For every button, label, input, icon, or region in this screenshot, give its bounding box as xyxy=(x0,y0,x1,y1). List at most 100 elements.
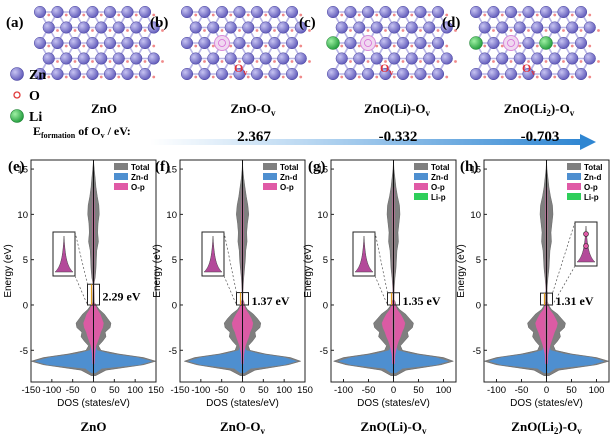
inset-connector xyxy=(223,275,237,306)
zn-atom-icon xyxy=(522,67,535,81)
band-gap-box xyxy=(540,292,553,306)
o-atom-icon xyxy=(143,29,147,32)
o-atom-icon xyxy=(509,29,513,32)
band-gap-value: 2.29 eV xyxy=(103,290,141,304)
o-atom-icon xyxy=(570,75,574,79)
o-atom-icon xyxy=(91,29,94,32)
zn-atom-icon xyxy=(423,52,436,65)
zn-atom-icon xyxy=(121,36,134,50)
o-atom-icon xyxy=(562,60,565,63)
o-atom-icon xyxy=(410,13,414,17)
o-atom-icon xyxy=(203,60,206,63)
zn-atom-icon xyxy=(504,67,518,81)
zn-atom-icon xyxy=(103,5,117,19)
zn-atom-icon xyxy=(250,5,264,19)
band-gap-value: 1.31 eV xyxy=(556,294,594,308)
o-atom-icon xyxy=(229,13,233,17)
y-tick-label: 0 xyxy=(172,300,177,311)
zn-atom-icon xyxy=(344,36,357,50)
x-tick-label: 0 xyxy=(91,385,96,396)
inset-state-marker xyxy=(583,231,589,237)
o-atom-icon xyxy=(152,75,156,79)
o-atom-icon xyxy=(483,13,487,17)
y-tick-label: -5 xyxy=(20,346,28,357)
caption-znoli2-ov: ZnO(Li2)-Ov xyxy=(504,101,575,118)
legend-swatch-o-p xyxy=(114,183,128,190)
zn-atom-icon xyxy=(130,52,143,65)
zn-atom-icon xyxy=(294,52,307,65)
zn-atom-icon xyxy=(344,5,357,19)
zn-atom-icon xyxy=(42,21,55,34)
o-atom-icon xyxy=(264,13,268,17)
o-atom-icon xyxy=(47,44,51,48)
o-atom-icon xyxy=(527,29,530,32)
zn-atom-icon xyxy=(103,67,117,81)
y-tick-label: 10 xyxy=(166,210,177,221)
o-atom-icon xyxy=(308,60,311,63)
zn-atom-icon xyxy=(496,21,509,34)
zn-atom-icon xyxy=(396,36,410,50)
legend-label-o-p: O-p xyxy=(431,183,445,192)
o-atom-icon xyxy=(579,60,583,63)
band-gap-value: 1.37 eV xyxy=(252,294,290,308)
band-gap-box xyxy=(87,283,100,306)
o-atom-icon xyxy=(238,29,241,32)
o-atom-icon xyxy=(454,29,457,32)
o-atom-icon xyxy=(238,60,241,63)
o-atom-icon xyxy=(445,13,449,17)
zn-atom-icon xyxy=(440,21,453,34)
zn-legend-icon xyxy=(10,67,24,81)
o-atom-icon xyxy=(597,29,600,32)
o-atom-icon xyxy=(340,75,344,79)
y-tick-label: 15 xyxy=(17,165,28,176)
panel-label: (g) xyxy=(308,159,326,175)
o-atom-icon xyxy=(340,13,344,17)
zn-atom-icon xyxy=(268,36,281,50)
zn-atom-icon xyxy=(574,36,588,50)
zn-atom-icon xyxy=(548,21,561,34)
y-tick-label: 10 xyxy=(317,210,328,221)
x-tick-label: 50 xyxy=(109,385,120,396)
zn-atom-icon xyxy=(353,21,366,34)
zn-atom-icon xyxy=(33,36,47,50)
oxygen-vacancy-icon xyxy=(503,35,519,51)
zn-atom-icon xyxy=(259,21,272,34)
o-atom-icon xyxy=(134,13,138,17)
o-atom-icon xyxy=(392,13,396,17)
panel-title: ZnO xyxy=(80,419,106,434)
o-atom-icon xyxy=(401,29,405,32)
o-atom-icon xyxy=(570,13,574,17)
x-tick-label: 150 xyxy=(148,385,164,396)
zn-atom-icon xyxy=(77,21,90,34)
y-tick-label: 15 xyxy=(470,165,481,176)
o-atom-icon xyxy=(410,75,414,79)
x-axis-label: DOS (states/eV) xyxy=(510,398,583,409)
y-tick-label: 15 xyxy=(317,165,328,176)
y-tick-label: 15 xyxy=(166,165,177,176)
x-tick-label: 100 xyxy=(589,385,605,396)
inset-dos xyxy=(203,235,223,273)
inset-connector xyxy=(552,265,576,306)
zn-atom-icon xyxy=(379,67,392,81)
o-atom-icon xyxy=(290,60,294,63)
legend-swatch-total xyxy=(414,163,428,170)
o-atom-icon xyxy=(194,75,198,79)
zn-atom-icon xyxy=(250,67,264,81)
o-atom-icon xyxy=(281,44,285,48)
caption-znoli-ov: ZnO(Li)-Ov xyxy=(364,101,430,118)
legend-swatch-zn-d xyxy=(114,173,128,180)
x-tick-label: 0 xyxy=(240,385,245,396)
zn-atom-icon xyxy=(539,5,553,19)
o-atom-icon xyxy=(82,13,86,17)
zn-atom-icon xyxy=(224,21,237,34)
zn-atom-icon xyxy=(469,5,483,19)
o-atom-icon xyxy=(518,13,522,17)
zn-atom-icon xyxy=(68,5,82,19)
zn-atom-icon xyxy=(557,36,570,50)
zn-atom-icon xyxy=(138,5,152,19)
band-gap-value: 1.35 eV xyxy=(403,294,441,308)
zn-atom-icon xyxy=(95,52,108,65)
